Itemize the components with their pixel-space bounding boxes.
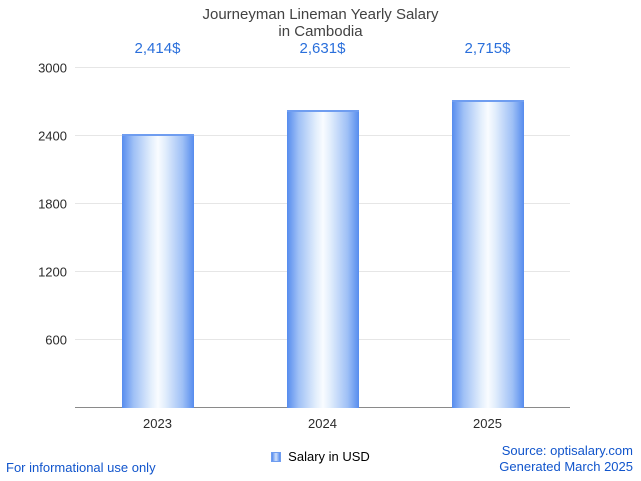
disclaimer-text: For informational use only bbox=[6, 460, 156, 475]
source-line: Source: optisalary.com bbox=[501, 443, 633, 458]
y-axis-label: 600 bbox=[45, 332, 67, 348]
bar-2025 bbox=[451, 100, 524, 408]
legend-label: Salary in USD bbox=[288, 449, 370, 464]
y-axis-label: 1800 bbox=[38, 196, 67, 212]
gridline bbox=[75, 67, 570, 68]
x-axis-label: 2023 bbox=[143, 416, 172, 431]
y-axis-label: 2400 bbox=[38, 128, 67, 144]
y-axis-label: 1200 bbox=[38, 264, 67, 280]
generated-line: Generated March 2025 bbox=[499, 459, 633, 474]
y-axis-label: 3000 bbox=[38, 60, 67, 76]
bar-value-label: 2,631$ bbox=[299, 40, 346, 57]
x-axis-label: 2024 bbox=[308, 416, 337, 431]
bar-2023 bbox=[121, 134, 194, 408]
x-axis-label: 2025 bbox=[473, 416, 502, 431]
legend-swatch-icon bbox=[271, 451, 282, 462]
chart-title: Journeyman Lineman Yearly Salary in Camb… bbox=[0, 6, 641, 40]
bar-value-label: 2,715$ bbox=[464, 40, 511, 57]
plot-area: 600 1200 1800 2400 3000 2,414$ 2023 2,631$ 2024 2… bbox=[38, 40, 570, 431]
chart-title-line1: Journeyman Lineman Yearly Salary bbox=[202, 6, 439, 23]
legend: Salary in USD bbox=[0, 449, 641, 464]
source-attribution: Source: optisalary.com Generated March 2… bbox=[499, 443, 633, 475]
bar-value-label: 2,414$ bbox=[134, 40, 181, 57]
bar-2024 bbox=[286, 109, 359, 408]
chart-title-line2: in Cambodia bbox=[278, 23, 363, 40]
